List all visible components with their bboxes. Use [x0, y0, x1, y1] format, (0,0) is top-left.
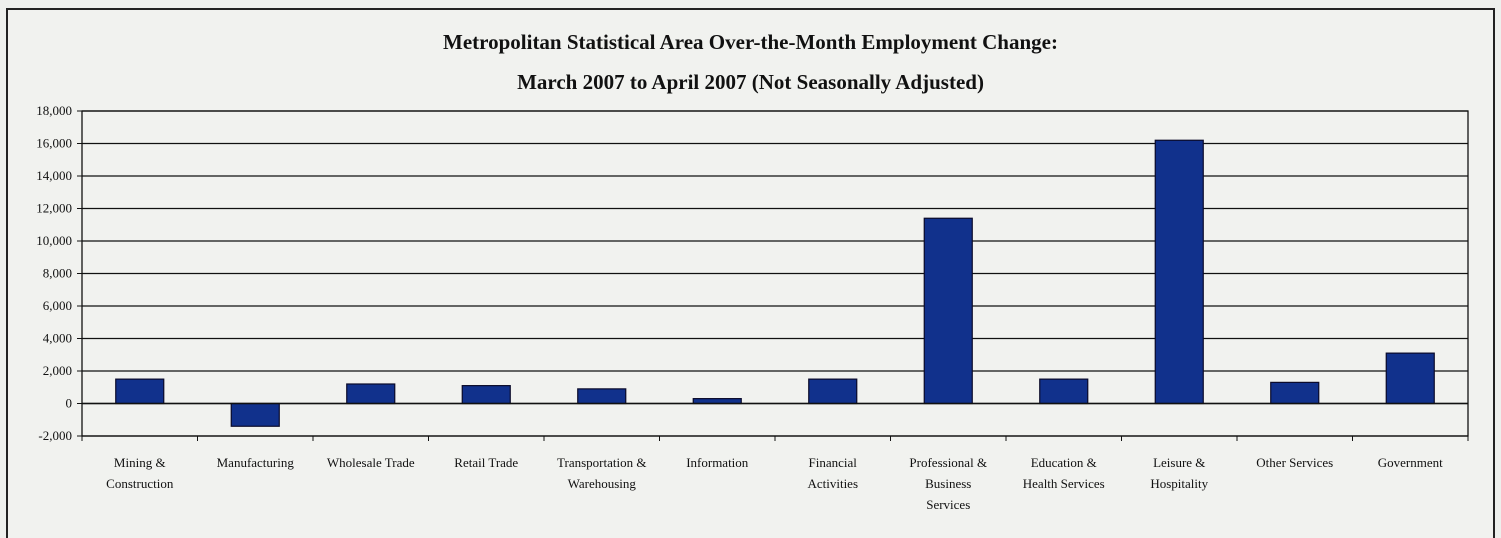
y-tick-label: 10,000 [36, 233, 72, 248]
y-tick-label: 0 [66, 396, 73, 411]
bar [1385, 352, 1435, 405]
x-tick-label: Hospitality [1150, 476, 1208, 491]
x-tick-label: Leisure & [1153, 455, 1205, 470]
y-axis-ticks: -2,000 0 2,000 4,000 6,000 8,000 10,000 12,000 1… [36, 103, 72, 443]
y-tick-label: 16,000 [36, 136, 72, 151]
bar [461, 385, 511, 405]
y-tick-label: 12,000 [36, 201, 72, 216]
bar [346, 383, 396, 405]
chart-subtitle: March 2007 to April 2007 (Not Seasonally… [517, 70, 984, 94]
x-tick-label: Business [925, 476, 971, 491]
x-tick-label: Construction [106, 476, 174, 491]
bar [808, 378, 858, 405]
x-axis-ticks: Mining & Construction Manufacturing Wholesa… [106, 455, 1443, 512]
x-tick-label: Wholesale Trade [327, 455, 415, 470]
x-tick-label: Services [926, 497, 970, 512]
y-tick-label: 6,000 [43, 298, 72, 313]
bar [577, 388, 627, 405]
x-tick-label: Activities [807, 476, 858, 491]
x-tick-label: Transportation & [557, 455, 646, 470]
x-tick-label: Manufacturing [217, 455, 295, 470]
y-tick-label: 18,000 [36, 103, 72, 118]
y-tick-label: 4,000 [43, 331, 72, 346]
bar [923, 217, 973, 405]
bars [115, 139, 1435, 427]
x-tick-label: Professional & [909, 455, 987, 470]
x-tick-label: Mining & [114, 455, 166, 470]
y-tick-label: 14,000 [36, 168, 72, 183]
bar [1039, 378, 1089, 405]
x-tick-label: Government [1378, 455, 1443, 470]
x-tick-label: Warehousing [568, 476, 637, 491]
y-tick-label: 2,000 [43, 363, 72, 378]
axes [77, 110, 1469, 441]
x-tick-label: Retail Trade [454, 455, 518, 470]
chart-title: Metropolitan Statistical Area Over-the-M… [443, 30, 1058, 54]
bar [115, 378, 165, 405]
x-tick-label: Education & [1031, 455, 1097, 470]
x-tick-label: Other Services [1256, 455, 1333, 470]
x-tick-label: Information [686, 455, 749, 470]
bar [1154, 139, 1204, 405]
y-tick-label: -2,000 [38, 428, 72, 443]
gridlines [82, 110, 1468, 437]
bar [1270, 381, 1320, 405]
x-tick-label: Health Services [1023, 476, 1105, 491]
x-tick-label: Financial [809, 455, 858, 470]
y-tick-label: 8,000 [43, 266, 72, 281]
bar [230, 402, 280, 427]
